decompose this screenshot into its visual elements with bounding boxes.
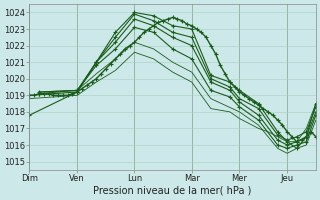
X-axis label: Pression niveau de la mer( hPa ): Pression niveau de la mer( hPa ) [93, 186, 252, 196]
